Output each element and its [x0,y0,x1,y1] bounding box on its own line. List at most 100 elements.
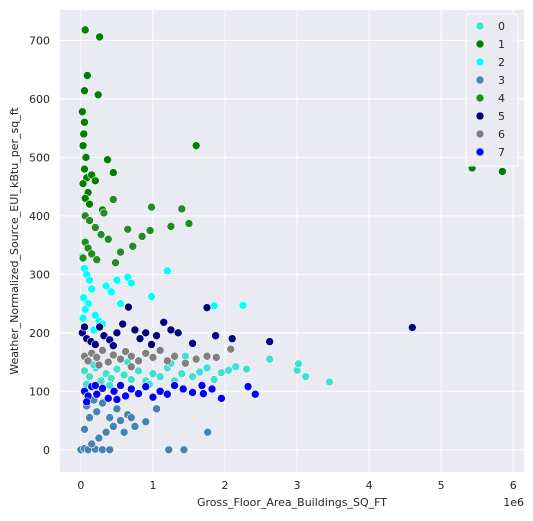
data-point-series-3 [127,413,136,422]
data-point-series-6 [94,360,104,370]
x-tick-label: 2 [221,479,228,492]
plot-area [60,10,524,472]
data-point-series-0 [224,365,233,375]
x-tick-label: 0 [77,479,84,492]
data-point-series-1 [78,141,88,150]
data-point-series-7 [112,395,122,404]
data-point-series-5 [211,331,220,341]
data-point-series-7 [82,397,91,407]
legend-label: 0 [498,20,505,33]
data-point-series-3 [80,425,89,434]
data-point-series-3 [203,427,213,437]
y-tick-label: 300 [29,268,50,281]
data-point-series-1 [78,107,87,117]
data-point-series-6 [181,358,190,368]
data-point-series-0 [325,377,334,387]
data-point-series-2 [80,305,90,314]
x-tick-labels: 0 1 2 3 4 5 6 [77,479,516,492]
data-point-series-2 [209,301,219,311]
data-point-series-6 [92,353,102,362]
data-point-series-0 [217,368,226,377]
data-point-series-6 [98,346,107,355]
data-point-series-5 [112,328,122,338]
data-point-series-7 [178,384,188,394]
data-point-series-5 [118,319,127,329]
data-point-series-5 [95,322,104,332]
data-point-series-1 [109,168,118,177]
data-point-series-0 [134,366,143,376]
data-point-series-2 [127,278,136,288]
x-axis-label: Gross_Floor_Area_Buildings_SQ_FT [197,496,387,509]
data-point-series-1 [80,25,90,35]
data-point-series-0 [155,372,165,381]
data-point-series-1 [85,199,94,209]
data-point-series-0 [85,372,94,381]
x-tick-label: 3 [294,479,301,492]
data-point-series-0 [265,354,274,364]
data-point-series-4 [92,255,102,265]
y-tick-label: 600 [29,93,50,106]
data-point-series-7 [243,382,253,391]
data-point-series-0 [177,369,187,379]
data-point-series-6 [212,353,221,362]
data-point-series-3 [85,413,94,422]
legend: 0 1 2 3 4 5 6 7 [465,13,519,167]
data-point-series-1 [80,86,89,96]
data-point-series-3 [164,445,174,455]
data-point-series-6 [170,351,179,361]
data-point-series-3 [141,417,151,427]
legend-label: 6 [498,128,505,141]
data-point-series-7 [91,381,100,390]
data-point-series-0 [294,359,303,369]
data-point-series-7 [207,384,217,394]
data-point-series-7 [116,381,125,390]
data-point-series-0 [202,363,212,373]
data-point-series-7 [217,394,226,403]
legend-marker [475,75,485,85]
grid-lines [60,10,524,472]
data-point-series-7 [199,389,208,398]
data-point-series-2 [101,281,111,291]
data-point-series-5 [141,328,151,338]
data-point-series-6 [127,351,136,361]
data-point-series-5 [91,340,100,349]
data-point-series-1 [93,90,103,100]
data-point-series-4 [145,226,155,235]
data-point-series-1 [81,153,91,162]
data-point-series-1 [91,176,100,186]
data-point-series-3 [109,422,118,431]
data-point-series-7 [98,384,107,393]
data-point-series-0 [80,366,89,376]
legend-label: 4 [498,92,505,105]
legend-marker [475,111,485,121]
data-point-series-7 [197,381,207,390]
legend-label: 5 [498,110,505,123]
x-tick-label: 1 [149,479,156,492]
data-point-series-7 [141,382,151,391]
data-point-series-0 [195,367,205,377]
data-point-series-2 [85,275,94,285]
data-point-series-2 [79,293,89,303]
data-point-series-3 [130,422,140,431]
data-point-series-3 [92,407,102,417]
data-point-series-7 [155,386,165,396]
y-tick-label: 100 [29,385,50,398]
data-point-series-7 [134,389,143,398]
data-point-series-6 [202,351,212,361]
data-point-series-1 [83,71,92,80]
data-point-series-3 [152,404,161,414]
data-point-series-5 [99,331,109,341]
data-point-series-0 [242,364,251,374]
data-point-series-3 [94,433,104,443]
x-axis-offset-label: 1e6 [503,496,524,509]
data-point-series-5 [124,302,133,312]
data-point-series-1 [80,164,89,174]
data-point-series-3 [179,445,189,455]
data-point-series-5 [109,341,118,350]
data-point-series-0 [119,370,129,380]
data-point-series-5 [227,334,237,343]
y-tick-label: 400 [29,210,50,223]
data-point-series-7 [163,389,172,399]
data-point-series-2 [238,301,248,310]
